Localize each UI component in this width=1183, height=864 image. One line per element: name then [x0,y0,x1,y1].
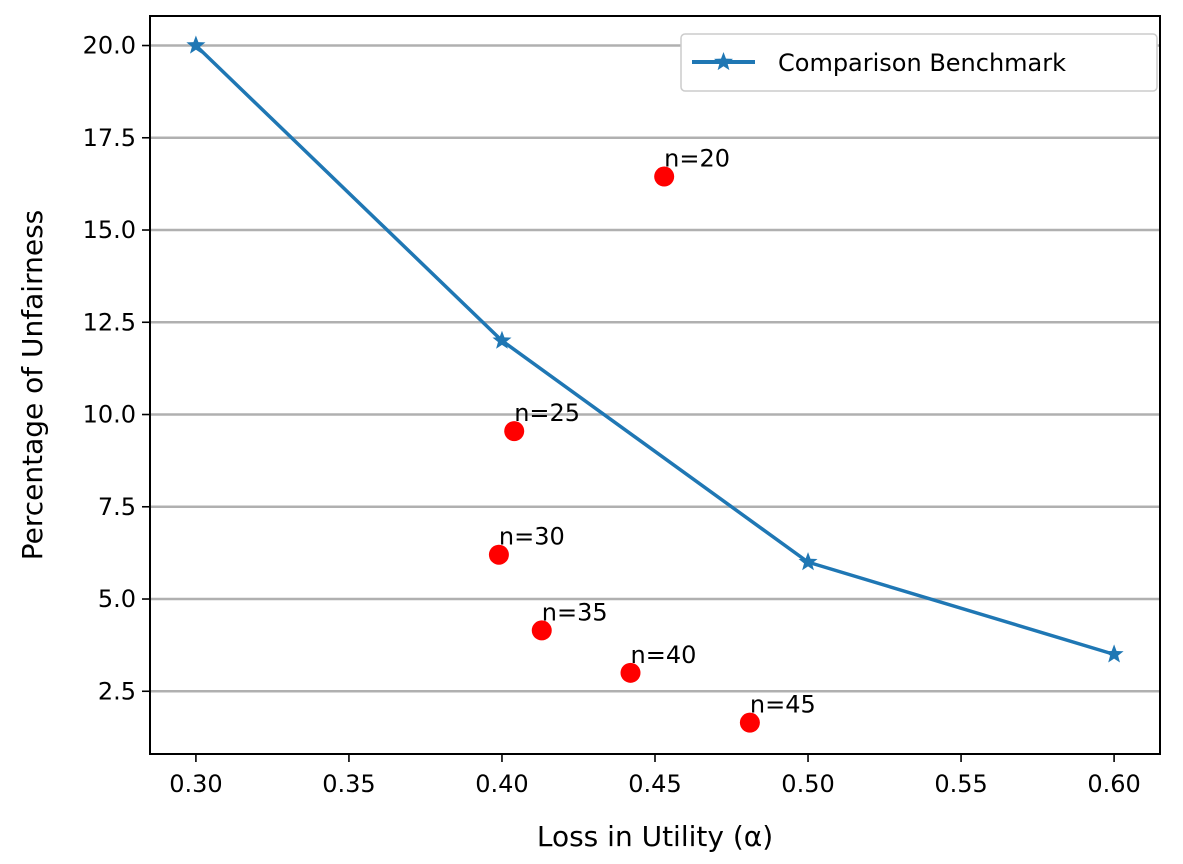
y-tick-label: 12.5 [83,308,136,336]
x-tick-label: 0.40 [475,770,528,798]
scatter-point [739,712,760,733]
y-axis-label: Percentage of Unfairness [16,210,49,561]
legend-box [680,33,1158,92]
series-star-marker [798,552,818,571]
legend: Comparison Benchmark [680,33,1158,92]
grid-lines [150,44,1160,693]
series-star-marker [492,330,512,349]
legend-entry-comparison-benchmark: Comparison Benchmark [778,49,1066,77]
scatter-point [504,421,525,442]
y-tick-label: 7.5 [98,493,136,521]
scatter-point-label: n=40 [631,641,697,669]
legend-star-marker [713,52,734,71]
x-tick-label: 0.55 [934,770,987,798]
y-tick-label: 17.5 [83,124,136,152]
scatter-point-label: n=20 [664,145,730,173]
y-tick-label: 15.0 [83,216,136,244]
x-tick-label: 0.50 [781,770,834,798]
y-tick-label: 5.0 [98,585,136,613]
series-star-marker [186,35,206,54]
scatter-point-label: n=35 [542,598,608,626]
series-star-marker [1104,644,1124,663]
scatter-point [531,620,552,641]
series-line [194,44,1115,657]
x-tick-label: 0.30 [169,770,222,798]
y-axis-ticks: 2.5 5.0 7.5 10.0 12.5 15.0 17.5 20.0 [83,32,150,705]
x-axis-label: Loss in Utility (α) [537,820,773,853]
scatter-point-label: n=30 [499,523,565,551]
x-tick-label: 0.60 [1087,770,1140,798]
x-tick-label: 0.35 [322,770,375,798]
y-tick-label: 2.5 [98,677,136,705]
scatter-point [654,166,675,187]
scatter-point-label: n=45 [750,691,816,719]
scatter-point-label: n=25 [514,399,580,427]
scatter-points-layer: n=20 n=25 n=30 n=35 n=40 n=45 [488,145,816,733]
scatter-point [620,662,641,683]
x-axis-ticks: 0.30 0.35 0.40 0.45 0.50 0.55 0.60 [169,754,1141,798]
y-tick-label: 20.0 [83,32,136,60]
y-tick-label: 10.0 [83,401,136,429]
series-layer [186,35,1124,663]
x-tick-label: 0.45 [628,770,681,798]
scatter-point [488,544,509,565]
